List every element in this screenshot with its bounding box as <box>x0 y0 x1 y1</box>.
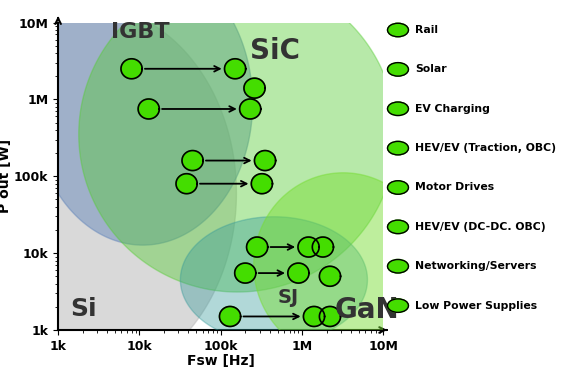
Polygon shape <box>313 237 333 257</box>
Y-axis label: P out [W]: P out [W] <box>0 139 12 213</box>
Text: Si: Si <box>70 297 96 321</box>
Polygon shape <box>254 173 433 357</box>
Polygon shape <box>239 99 261 119</box>
Text: Networking/Servers: Networking/Servers <box>415 261 537 271</box>
Text: HEV/EV (Traction, OBC): HEV/EV (Traction, OBC) <box>415 143 557 153</box>
Text: SiC: SiC <box>250 37 300 65</box>
Polygon shape <box>138 99 159 119</box>
Polygon shape <box>180 217 367 343</box>
Polygon shape <box>320 266 340 286</box>
Polygon shape <box>121 59 142 79</box>
Polygon shape <box>288 263 309 283</box>
Text: Solar: Solar <box>415 64 447 74</box>
Polygon shape <box>220 306 241 327</box>
Text: Low Power Supplies: Low Power Supplies <box>415 301 537 310</box>
Polygon shape <box>303 306 325 327</box>
Polygon shape <box>235 263 256 283</box>
Text: SJ: SJ <box>278 288 299 307</box>
Polygon shape <box>79 0 396 292</box>
Text: GaN: GaN <box>335 296 399 324</box>
Polygon shape <box>33 0 253 245</box>
Polygon shape <box>176 174 197 194</box>
Polygon shape <box>182 151 203 171</box>
Polygon shape <box>298 237 319 257</box>
Text: IGBT: IGBT <box>111 22 170 42</box>
Polygon shape <box>254 151 275 171</box>
Polygon shape <box>244 78 265 98</box>
Polygon shape <box>252 174 272 194</box>
Text: Motor Drives: Motor Drives <box>415 183 494 192</box>
X-axis label: Fsw [Hz]: Fsw [Hz] <box>187 354 254 368</box>
Polygon shape <box>0 5 236 375</box>
Text: HEV/EV (DC-DC. OBC): HEV/EV (DC-DC. OBC) <box>415 222 546 232</box>
Polygon shape <box>246 237 268 257</box>
Polygon shape <box>224 59 246 79</box>
Text: EV Charging: EV Charging <box>415 104 490 114</box>
Text: Rail: Rail <box>415 25 439 35</box>
Polygon shape <box>320 306 340 327</box>
